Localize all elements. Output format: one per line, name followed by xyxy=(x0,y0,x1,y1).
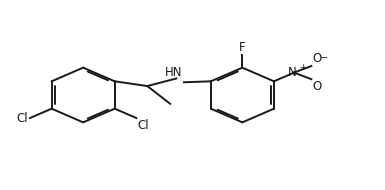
Text: F: F xyxy=(239,41,246,54)
Text: HN: HN xyxy=(164,66,182,79)
Text: +: + xyxy=(299,63,306,72)
Text: −: − xyxy=(320,53,328,63)
Text: Cl: Cl xyxy=(137,119,149,132)
Text: Cl: Cl xyxy=(17,112,28,124)
Text: N: N xyxy=(288,66,296,79)
Text: O: O xyxy=(313,80,322,93)
Text: O: O xyxy=(313,52,322,65)
